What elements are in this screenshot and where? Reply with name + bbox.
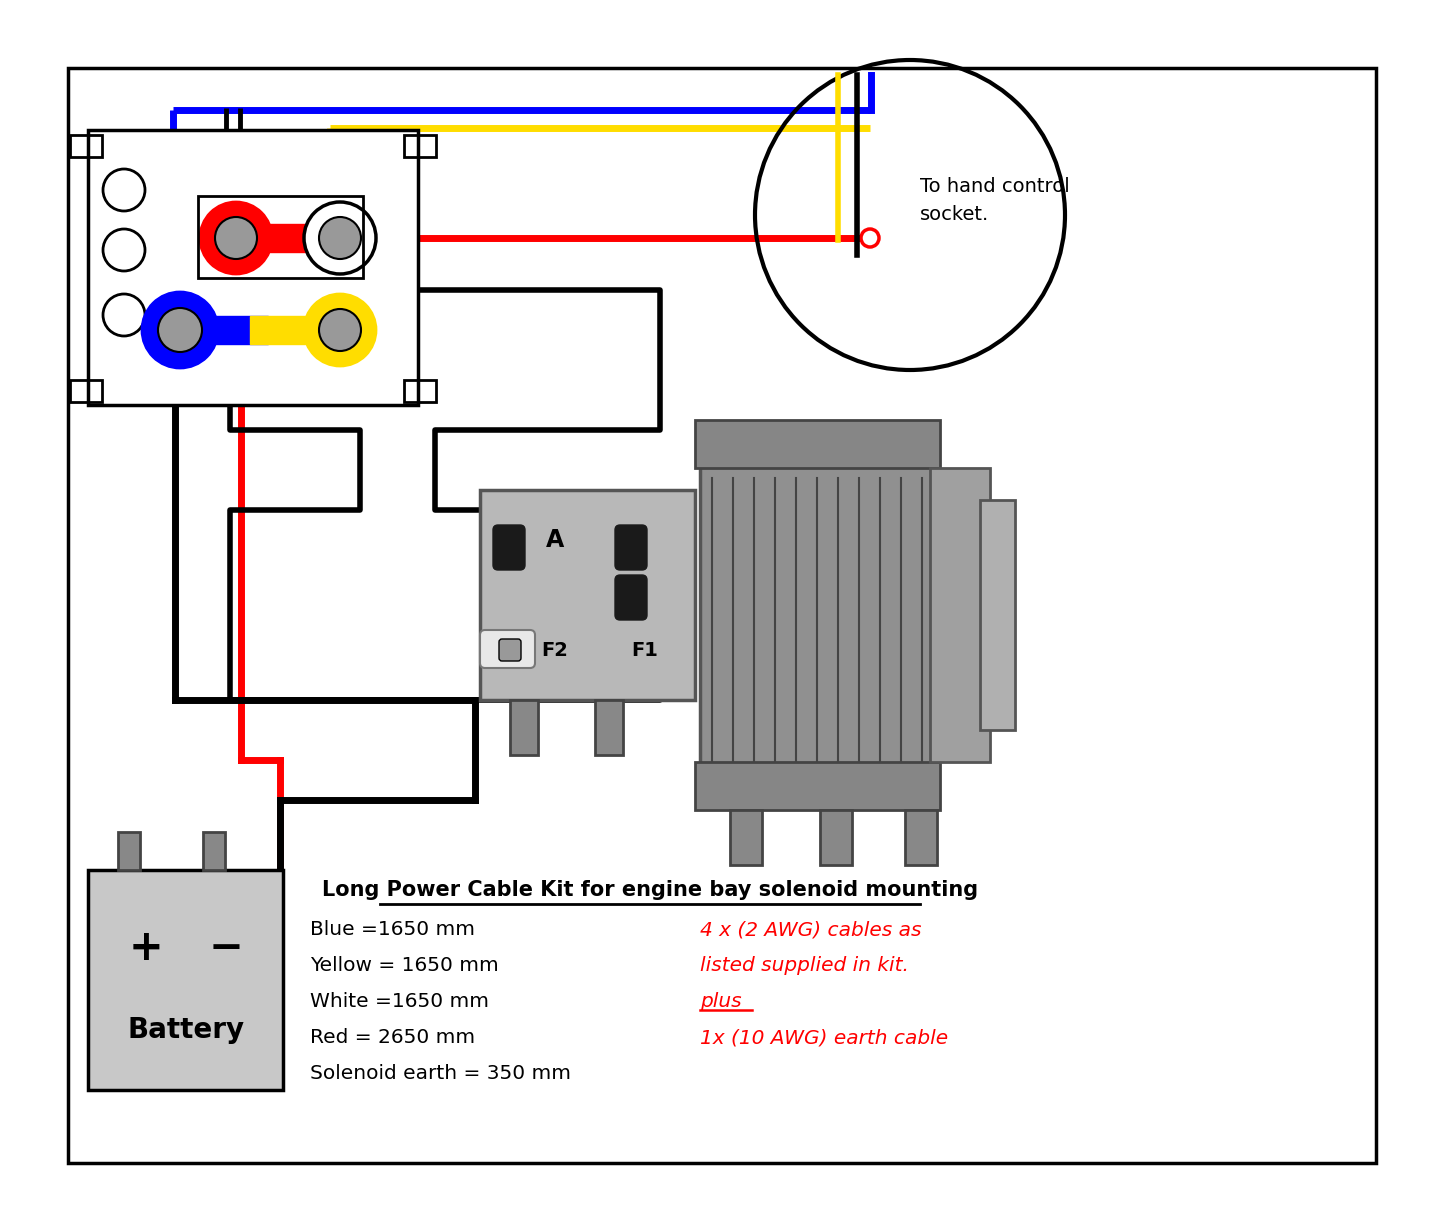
Circle shape (215, 218, 257, 259)
Bar (210, 316, 267, 344)
Circle shape (319, 218, 361, 259)
Text: To hand control
socket.: To hand control socket. (920, 177, 1069, 224)
Text: Yellow = 1650 mm: Yellow = 1650 mm (311, 956, 499, 975)
FancyBboxPatch shape (493, 525, 525, 570)
Text: 4 x (2 AWG) cables as: 4 x (2 AWG) cables as (699, 921, 922, 939)
Bar (118, 832, 140, 870)
Text: F2: F2 (542, 640, 568, 660)
Bar (405, 135, 436, 157)
Bar (695, 762, 941, 810)
Bar (980, 500, 1014, 730)
Text: listed supplied in kit.: listed supplied in kit. (699, 956, 909, 975)
Bar (69, 135, 103, 157)
Bar (88, 130, 418, 406)
Bar (198, 195, 363, 278)
Text: plus: plus (699, 992, 741, 1011)
Circle shape (142, 293, 218, 367)
Text: A: A (546, 528, 564, 552)
Text: Solenoid earth = 350 mm: Solenoid earth = 350 mm (311, 1064, 571, 1083)
Text: Battery: Battery (127, 1016, 244, 1043)
Circle shape (158, 308, 202, 351)
Bar (595, 701, 623, 755)
Bar (730, 810, 762, 865)
Text: F1: F1 (631, 640, 659, 660)
FancyBboxPatch shape (616, 575, 647, 619)
Circle shape (319, 308, 361, 351)
Bar (819, 810, 853, 865)
FancyBboxPatch shape (616, 525, 647, 570)
Bar (931, 468, 990, 762)
Text: Red = 2650 mm: Red = 2650 mm (311, 1027, 475, 1047)
Bar (695, 420, 941, 468)
Text: White =1650 mm: White =1650 mm (311, 992, 488, 1011)
Circle shape (861, 229, 879, 247)
Text: Blue =1650 mm: Blue =1650 mm (311, 921, 475, 939)
Circle shape (303, 202, 376, 274)
Bar (405, 380, 436, 402)
Text: Long Power Cable Kit for engine bay solenoid mounting: Long Power Cable Kit for engine bay sole… (322, 880, 978, 900)
Bar (202, 832, 225, 870)
Bar (699, 465, 935, 764)
Text: 1x (10 AWG) earth cable: 1x (10 AWG) earth cable (699, 1027, 948, 1047)
Bar (480, 490, 695, 701)
FancyBboxPatch shape (480, 630, 535, 669)
Circle shape (199, 202, 272, 274)
Text: −: − (208, 927, 243, 968)
Bar (88, 870, 283, 1090)
Circle shape (303, 294, 376, 366)
Bar (69, 380, 103, 402)
Bar (264, 224, 344, 252)
Bar (510, 701, 538, 755)
Bar (68, 68, 1376, 1163)
Text: +: + (129, 927, 163, 968)
Bar (905, 810, 936, 865)
FancyBboxPatch shape (499, 639, 522, 661)
Bar (250, 316, 308, 344)
